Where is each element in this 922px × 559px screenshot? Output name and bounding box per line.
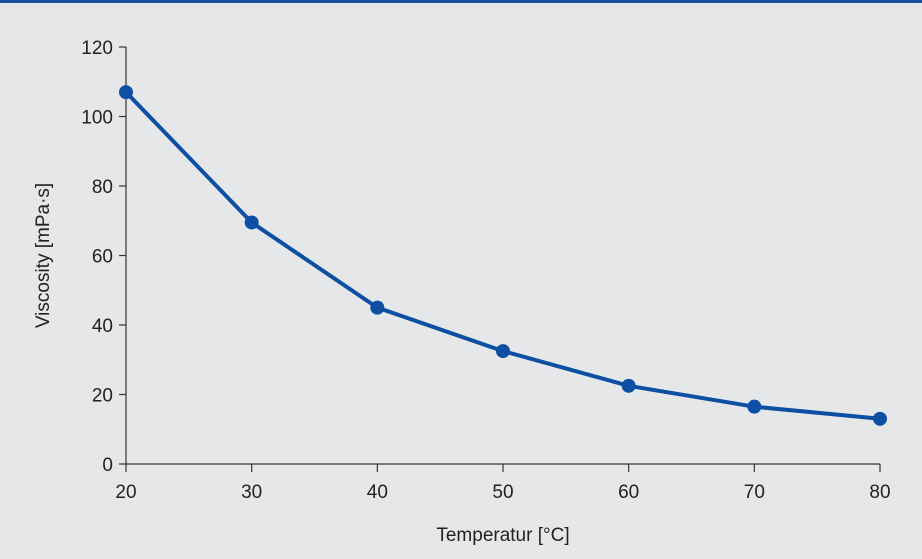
y-tick-label: 40: [92, 316, 113, 337]
x-tick-label: 40: [367, 482, 388, 503]
x-tick-label: 60: [618, 482, 639, 503]
y-tick-label: 20: [92, 386, 113, 407]
x-tick-label: 50: [492, 482, 513, 503]
axes: [125, 47, 880, 465]
y-axis-title: Viscosity [mPa·s]: [33, 183, 54, 328]
data-point: [370, 300, 385, 315]
x-axis-title: Temperatur [°C]: [436, 525, 569, 546]
data-point: [496, 344, 510, 359]
x-tick-label: 80: [869, 482, 890, 503]
data-point: [873, 411, 887, 426]
data-point: [747, 399, 762, 414]
series-line: [124, 90, 882, 421]
series-layer: [119, 85, 887, 426]
data-point: [621, 378, 636, 393]
x-ticks: 20 30 40 50 60 70 80: [115, 464, 891, 503]
y-tick-label: 0: [102, 455, 113, 476]
data-point: [244, 215, 259, 230]
y-tick-label: 100: [81, 108, 113, 129]
y-tick-label: 80: [92, 177, 113, 198]
y-tick-label: 60: [92, 247, 113, 268]
x-tick-label: 20: [115, 482, 136, 503]
x-tick-label: 30: [241, 482, 262, 503]
top-rule: [0, 0, 922, 3]
y-ticks: 0 20 40 60 80 100 120: [81, 38, 126, 476]
data-point: [119, 85, 133, 100]
x-tick-label: 70: [744, 482, 765, 503]
y-tick-label: 120: [81, 38, 113, 59]
